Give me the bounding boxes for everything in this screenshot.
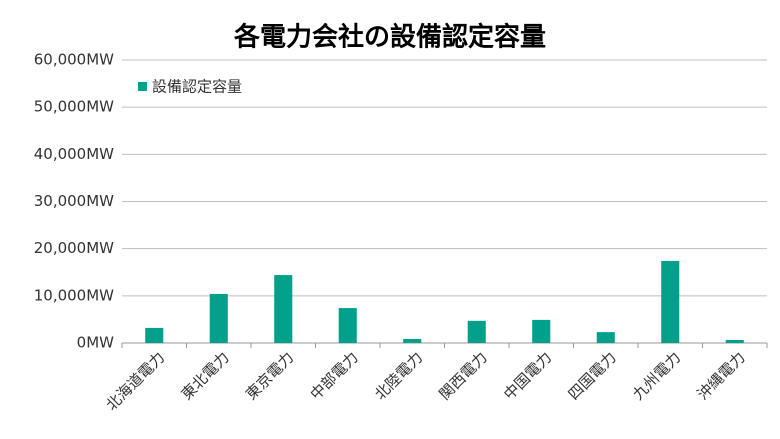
bar: [274, 275, 293, 343]
y-tick-label: 60,000MW: [34, 51, 114, 69]
bar: [725, 339, 744, 343]
y-tick-label: 0MW: [77, 334, 114, 352]
legend-label: 設備認定容量: [152, 78, 242, 96]
x-tick-label: 沖縄電力: [694, 348, 749, 403]
x-tick-label: 北海道電力: [102, 348, 168, 414]
bar: [403, 338, 422, 343]
legend-swatch: [138, 82, 147, 91]
y-tick-label: 50,000MW: [34, 98, 114, 116]
x-tick-label: 北陸電力: [371, 348, 426, 403]
bar: [145, 327, 164, 343]
x-tick-label: 中部電力: [307, 348, 362, 403]
x-tick-label: 中国電力: [500, 348, 555, 403]
x-tick-label: 東京電力: [242, 348, 297, 403]
x-tick-label: 東北電力: [178, 348, 233, 403]
y-tick-label: 30,000MW: [34, 192, 114, 210]
x-tick-label: 関西電力: [436, 348, 491, 403]
bar: [467, 320, 486, 343]
y-tick-label: 10,000MW: [34, 286, 114, 304]
bar: [532, 319, 551, 343]
x-tick-label: 九州電力: [629, 348, 684, 403]
chart-title: 各電力会社の設備認定容量: [233, 22, 546, 53]
x-tick-label: 四国電力: [565, 348, 620, 403]
bar: [338, 308, 357, 343]
y-tick-label: 20,000MW: [34, 239, 114, 257]
bar: [661, 260, 680, 343]
bar: [596, 332, 615, 343]
bar: [209, 293, 228, 343]
y-tick-label: 40,000MW: [34, 145, 114, 163]
